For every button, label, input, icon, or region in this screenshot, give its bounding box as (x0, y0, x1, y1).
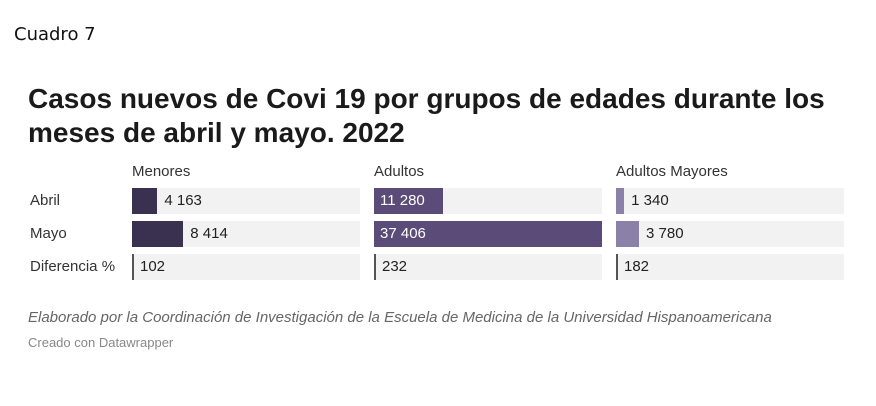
bar-cell: 37 406 (374, 221, 602, 247)
data-label: 4 163 (164, 192, 202, 209)
bar-cell: 8 414 (132, 221, 360, 247)
bar-cell: 1 340 (616, 188, 844, 214)
bar-cell: 182 (616, 254, 844, 280)
chart-credit: Creado con Datawrapper (28, 335, 174, 350)
column-header: Adultos Mayores (616, 163, 728, 180)
bar (374, 188, 443, 214)
row-label: Diferencia % (30, 258, 116, 275)
data-label: 1 340 (631, 192, 669, 209)
bar-cell: 102 (132, 254, 360, 280)
data-label: 182 (624, 258, 650, 275)
baseline-marker (616, 254, 618, 280)
column-header: Menores (132, 163, 191, 180)
chart-notes: Elaborado por la Coordinación de Investi… (28, 309, 772, 326)
bar-cell: 4 163 (132, 188, 360, 214)
bar-cell: 11 280 (374, 188, 602, 214)
bar (616, 221, 640, 247)
data-label: 3 780 (646, 225, 684, 242)
bar-cell: 3 780 (616, 221, 844, 247)
row-label: Abril (30, 192, 61, 209)
chart-title: Casos nuevos de Covi 19 por grupos de ed… (28, 83, 825, 148)
data-label: 11 280 (380, 192, 425, 209)
row-label: Mayo (30, 225, 67, 242)
bar (132, 188, 158, 214)
data-label: 37 406 (380, 225, 426, 242)
baseline-marker (132, 254, 134, 280)
bar (616, 188, 625, 214)
column-header: Adultos (374, 163, 425, 180)
bar (374, 221, 602, 247)
data-label: 8 414 (190, 225, 228, 242)
data-label: 232 (382, 258, 408, 275)
data-label: 102 (140, 258, 166, 275)
table-caption: Cuadro 7 (14, 24, 96, 45)
baseline-marker (374, 254, 376, 280)
bar (132, 221, 184, 247)
bar-cell: 232 (374, 254, 602, 280)
